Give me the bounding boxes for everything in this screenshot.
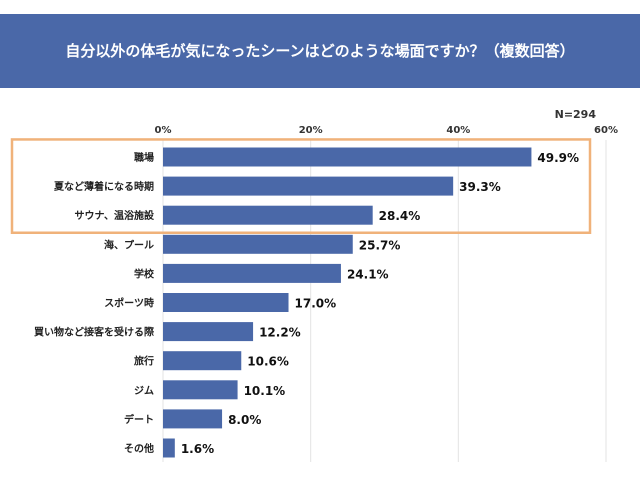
bar bbox=[163, 263, 341, 283]
chart-title: 自分以外の体毛が気になったシーンはどのような場面ですか？（複数回答） bbox=[65, 42, 575, 60]
category-label: ジム bbox=[134, 385, 154, 397]
value-label: 24.1% bbox=[347, 267, 389, 281]
value-label: 25.7% bbox=[359, 238, 401, 252]
title-bar: 自分以外の体毛が気になったシーンはどのような場面ですか？（複数回答） bbox=[0, 14, 640, 88]
x-tick-label: 60% bbox=[594, 125, 618, 136]
category-label: 学校 bbox=[134, 267, 155, 280]
bar bbox=[163, 205, 373, 225]
category-label: サウナ、温浴施設 bbox=[75, 209, 155, 222]
value-label: 49.9% bbox=[537, 151, 579, 165]
bar bbox=[163, 234, 353, 254]
sample-size-label: N=294 bbox=[555, 108, 597, 121]
value-label: 1.6% bbox=[181, 442, 214, 456]
bar bbox=[163, 409, 223, 429]
category-label: その他 bbox=[124, 442, 154, 455]
value-label: 8.0% bbox=[228, 413, 261, 427]
bar bbox=[163, 351, 242, 371]
category-label: スポーツ時 bbox=[104, 297, 154, 310]
value-label: 12.2% bbox=[259, 326, 301, 340]
bar bbox=[163, 322, 254, 342]
category-label: 買い物など接客を受ける際 bbox=[34, 326, 154, 339]
category-label: 旅行 bbox=[134, 355, 154, 368]
bars-layer bbox=[163, 147, 532, 458]
bar bbox=[163, 438, 175, 458]
bar bbox=[163, 380, 238, 400]
category-label: 夏など薄着になる時期 bbox=[53, 180, 154, 193]
x-tick-label: 0% bbox=[155, 125, 172, 136]
value-label: 28.4% bbox=[379, 209, 421, 223]
category-label: 海、プール bbox=[104, 238, 154, 251]
bar bbox=[163, 176, 454, 196]
bar bbox=[163, 147, 532, 167]
bar bbox=[163, 293, 289, 312]
highlight-layer bbox=[10, 138, 592, 234]
labels-layer: 0% 20% 40% 60% 職場 49.9% 夏など薄着になる時期 39.3% サウナ、温浴施… bbox=[34, 125, 618, 456]
x-tick-label: 40% bbox=[446, 125, 470, 136]
category-label: 職場 bbox=[134, 151, 154, 164]
value-label: 10.6% bbox=[247, 355, 289, 369]
value-label: 10.1% bbox=[244, 384, 286, 398]
highlight-box bbox=[10, 138, 592, 234]
category-label: デート bbox=[124, 413, 154, 426]
value-label: 17.0% bbox=[295, 297, 337, 311]
x-tick-label: 20% bbox=[299, 125, 323, 136]
value-label: 39.3% bbox=[459, 180, 501, 194]
